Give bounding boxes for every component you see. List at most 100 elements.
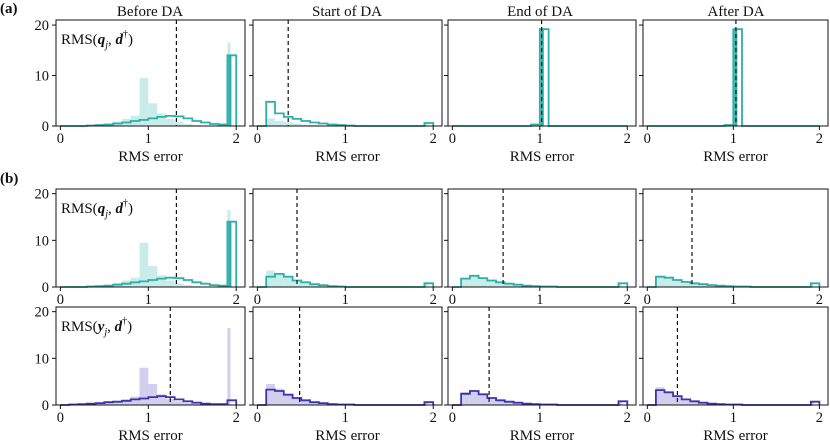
x-axis-label: RMS error bbox=[118, 428, 183, 444]
bar-faded bbox=[266, 270, 275, 287]
bar-faded bbox=[301, 283, 311, 287]
bar-faded bbox=[292, 123, 302, 126]
bar-faded bbox=[266, 118, 275, 126]
y-tick-label: 10 bbox=[35, 351, 50, 367]
x-tick-label: 1 bbox=[145, 131, 152, 147]
row-label-suffix: ) bbox=[128, 201, 133, 217]
bar-faded bbox=[690, 282, 699, 287]
bar-faded bbox=[183, 403, 193, 405]
panel-frame bbox=[642, 188, 829, 288]
x-tick-label: 2 bbox=[816, 292, 823, 308]
y-tick-label: 0 bbox=[42, 280, 49, 296]
row-label-0: RMS(qj, d†) bbox=[61, 29, 133, 51]
bar-faded bbox=[655, 387, 665, 405]
x-tick-label: 2 bbox=[624, 292, 631, 308]
bar-faded bbox=[513, 284, 523, 287]
x-tick-label: 0 bbox=[644, 131, 651, 147]
panel-frame bbox=[447, 188, 637, 288]
row-label-sup: † bbox=[123, 198, 128, 209]
column-title-after-da: After DA bbox=[707, 4, 764, 20]
row-label-sub: j bbox=[103, 40, 108, 51]
bar-faded bbox=[504, 401, 514, 405]
y-tick-label: 20 bbox=[35, 187, 50, 203]
bar-faded bbox=[310, 402, 319, 405]
column-title-start-da: Start of DA bbox=[312, 4, 382, 20]
bar-faded bbox=[113, 401, 122, 405]
row-label-suffix: ) bbox=[127, 319, 132, 335]
x-axis-label: RMS error bbox=[703, 428, 768, 444]
x-tick-label: 0 bbox=[449, 131, 456, 147]
bar-faded bbox=[461, 277, 470, 287]
x-axis-label: RMS error bbox=[510, 428, 575, 444]
bar-faded bbox=[275, 273, 284, 287]
x-tick-label: 0 bbox=[254, 292, 261, 308]
x-tick-label: 1 bbox=[536, 410, 543, 426]
panel-frame bbox=[447, 19, 637, 127]
bar-faded bbox=[148, 103, 158, 126]
bar-faded bbox=[275, 388, 284, 405]
x-tick-label: 1 bbox=[342, 410, 349, 426]
row-label-prefix: RMS( bbox=[61, 201, 98, 217]
bar-faded bbox=[690, 401, 699, 405]
x-tick-label: 0 bbox=[644, 292, 651, 308]
row-label-1: RMS(qj, d†) bbox=[61, 198, 133, 220]
bar-faded bbox=[478, 393, 488, 405]
bar-faded bbox=[183, 124, 193, 126]
bar-faded bbox=[698, 402, 708, 405]
x-tick-label: 0 bbox=[57, 131, 64, 147]
bar-faded bbox=[139, 78, 149, 126]
bar-faded bbox=[130, 396, 140, 405]
bar-faded bbox=[283, 277, 293, 287]
panel-frame bbox=[55, 19, 246, 127]
panel-frame bbox=[55, 188, 246, 288]
bar-faded bbox=[504, 283, 514, 287]
bar-faded bbox=[157, 113, 166, 126]
bar-faded bbox=[292, 281, 302, 287]
x-tick-label: 2 bbox=[430, 131, 437, 147]
bar-faded bbox=[174, 401, 184, 405]
x-tick-label: 1 bbox=[730, 410, 737, 426]
bar-faded bbox=[478, 277, 488, 287]
y-tick-label: 0 bbox=[42, 398, 49, 414]
x-axis-label: RMS error bbox=[118, 149, 183, 165]
bar-faded bbox=[810, 401, 814, 405]
x-tick-label: 0 bbox=[57, 292, 64, 308]
panel-r1-c1: 0 1 2 bbox=[249, 188, 443, 308]
x-tick-label: 0 bbox=[254, 131, 261, 147]
row-label-var: y bbox=[96, 319, 105, 335]
histogram-outline bbox=[60, 54, 238, 127]
bar-faded bbox=[275, 121, 284, 126]
row-label-sub: j bbox=[103, 209, 108, 220]
x-tick-label: 0 bbox=[644, 410, 651, 426]
y-tick-label: 10 bbox=[35, 69, 50, 85]
panel-frame bbox=[447, 306, 637, 406]
x-tick-label: 1 bbox=[730, 292, 737, 308]
bar-faded bbox=[424, 401, 428, 405]
bar-faded bbox=[469, 390, 479, 405]
x-tick-label: 2 bbox=[430, 410, 437, 426]
x-tick-label: 0 bbox=[449, 292, 456, 308]
column-title-end-da: End of DA bbox=[507, 4, 573, 20]
bar-faded bbox=[139, 367, 149, 405]
row-label-prefix: RMS( bbox=[61, 319, 98, 335]
y-tick-label: 20 bbox=[35, 305, 50, 321]
bar-faded bbox=[148, 266, 158, 287]
bar-faded bbox=[513, 402, 523, 405]
bar-faded bbox=[664, 391, 674, 405]
bar-faded bbox=[157, 275, 166, 287]
bar-faded bbox=[121, 399, 131, 405]
bar-faded bbox=[165, 280, 175, 287]
histogram-outline bbox=[60, 220, 238, 288]
bar-faded bbox=[283, 394, 293, 405]
x-tick-label: 2 bbox=[233, 292, 240, 308]
bar-faded bbox=[424, 122, 428, 126]
x-axis-label: RMS error bbox=[315, 428, 380, 444]
bar-faded bbox=[174, 122, 184, 126]
bar-faded bbox=[424, 282, 428, 287]
panel-frame bbox=[55, 306, 246, 406]
bar-peak bbox=[540, 29, 544, 127]
